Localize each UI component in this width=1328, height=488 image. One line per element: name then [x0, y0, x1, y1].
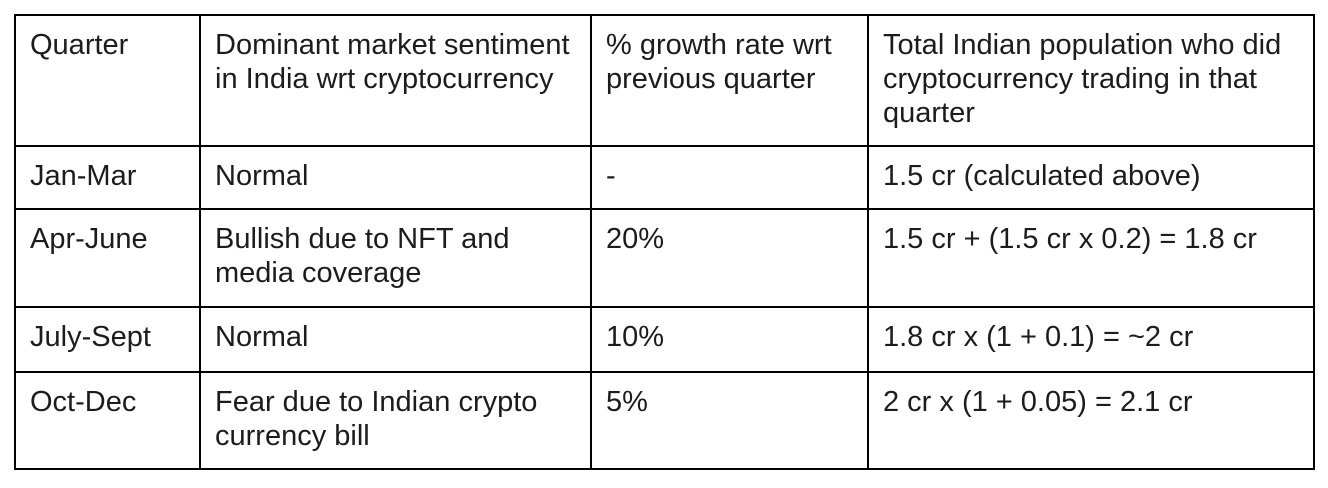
- table-row: Oct-Dec Fear due to Indian crypto curren…: [14, 371, 1315, 470]
- cell-growth-rate: 20%: [590, 208, 869, 308]
- column-header-growth-rate: % growth rate wrt previous quarter: [590, 14, 869, 147]
- cell-population: 1.5 cr (calculated above): [867, 145, 1315, 210]
- cell-growth-rate: -: [590, 145, 869, 210]
- cell-population: 2 cr x (1 + 0.05) = 2.1 cr: [867, 371, 1315, 470]
- cell-quarter: Oct-Dec: [14, 371, 201, 470]
- column-header-population: Total Indian population who did cryptocu…: [867, 14, 1315, 147]
- cell-quarter: Apr-June: [14, 208, 201, 308]
- cell-growth-rate: 10%: [590, 306, 869, 373]
- table-row: Jan-Mar Normal - 1.5 cr (calculated abov…: [14, 145, 1315, 210]
- column-header-sentiment: Dominant market sentiment in India wrt c…: [199, 14, 592, 147]
- cell-growth-rate: 5%: [590, 371, 869, 470]
- cell-population: 1.5 cr + (1.5 cr x 0.2) = 1.8 cr: [867, 208, 1315, 308]
- column-header-quarter: Quarter: [14, 14, 201, 147]
- cell-sentiment: Fear due to Indian crypto currency bill: [199, 371, 592, 470]
- cell-population: 1.8 cr x (1 + 0.1) = ~2 cr: [867, 306, 1315, 373]
- cell-sentiment: Bullish due to NFT and media coverage: [199, 208, 592, 308]
- table-row: July-Sept Normal 10% 1.8 cr x (1 + 0.1) …: [14, 306, 1315, 373]
- cell-sentiment: Normal: [199, 306, 592, 373]
- crypto-quarterly-table: Quarter Dominant market sentiment in Ind…: [14, 14, 1315, 470]
- table-header-row: Quarter Dominant market sentiment in Ind…: [14, 14, 1315, 147]
- cell-sentiment: Normal: [199, 145, 592, 210]
- table-row: Apr-June Bullish due to NFT and media co…: [14, 208, 1315, 308]
- cell-quarter: Jan-Mar: [14, 145, 201, 210]
- cell-quarter: July-Sept: [14, 306, 201, 373]
